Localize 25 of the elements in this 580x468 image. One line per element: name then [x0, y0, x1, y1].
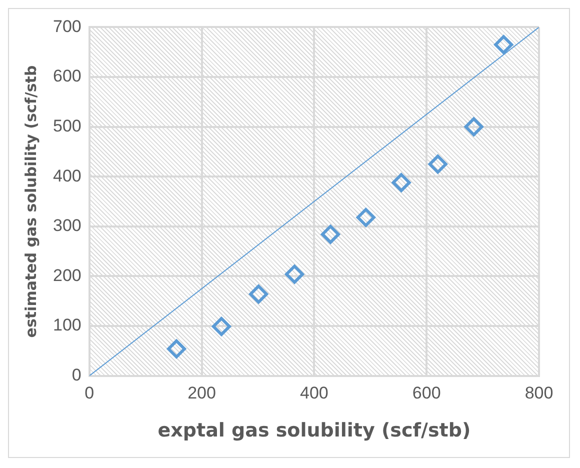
- point: [356, 208, 376, 227]
- x-tick-label: 400: [300, 384, 328, 403]
- point: [166, 339, 186, 358]
- y-tick-label: 300: [52, 216, 82, 236]
- x-tick-label: 200: [188, 384, 216, 403]
- x-tick-label: 800: [524, 384, 554, 403]
- x-axis-title: exptal gas solubility (scf/stb): [158, 420, 471, 442]
- point: [494, 35, 514, 54]
- y-tick-label: 600: [52, 66, 82, 86]
- point: [249, 284, 268, 304]
- point: [428, 154, 448, 174]
- y-tick-label: 0: [72, 365, 82, 384]
- point: [392, 173, 411, 192]
- y-tick-label: 500: [52, 116, 82, 136]
- point: [464, 117, 484, 136]
- y-tick-label: 100: [52, 316, 82, 335]
- y-axis-title: estimated gas solubility (scf/stb: [22, 65, 40, 338]
- y-tick-label: 400: [52, 166, 82, 186]
- x-tick-label: 0: [84, 384, 94, 403]
- x-tick-label: 600: [412, 384, 441, 403]
- point: [320, 224, 340, 244]
- point: [212, 317, 231, 336]
- point: [285, 264, 304, 284]
- y-tick-label: 700: [52, 16, 82, 36]
- y-tick-label: 200: [52, 266, 82, 285]
